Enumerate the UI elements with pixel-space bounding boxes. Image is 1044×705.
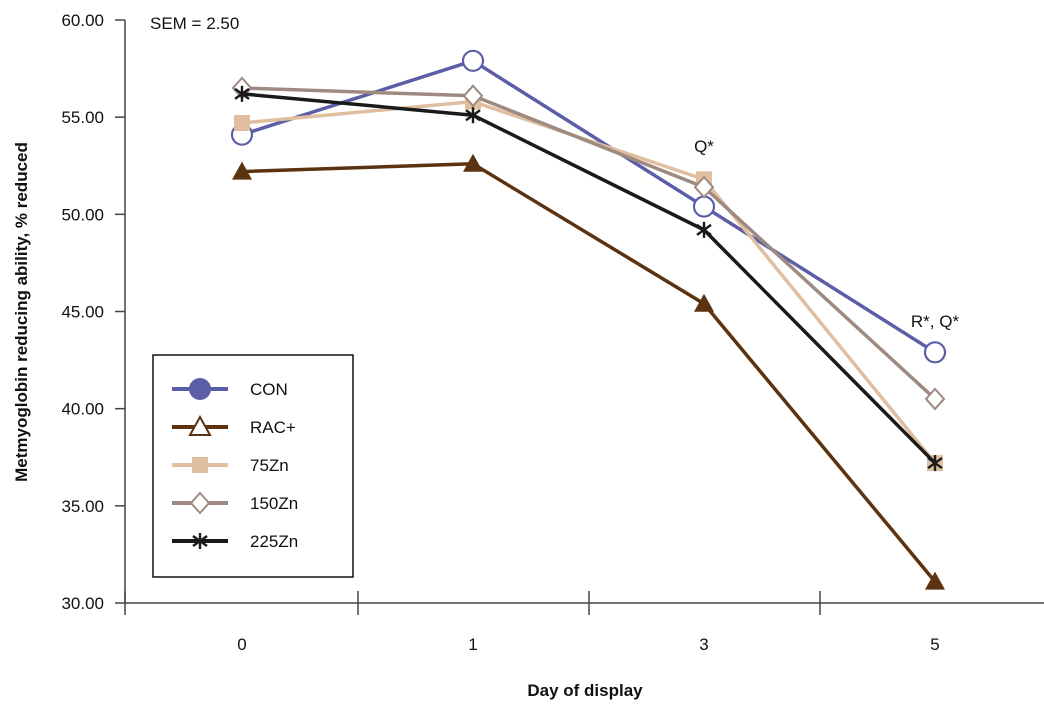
- series-line: [241, 162, 937, 583]
- data-point: [925, 571, 945, 590]
- y-tick-label: 45.00: [61, 303, 104, 322]
- legend-item: 150Zn: [172, 491, 298, 515]
- legend-label: RAC+: [250, 418, 296, 437]
- data-point: [234, 85, 250, 102]
- y-tick-label: 60.00: [61, 11, 104, 30]
- y-tick-label: 30.00: [61, 594, 104, 613]
- data-point: [461, 49, 485, 72]
- x-ticks: 0 1 3 5: [124, 591, 940, 654]
- legend-label: 75Zn: [250, 456, 289, 475]
- y-tick-label: 35.00: [61, 497, 104, 516]
- x-axis-title: Day of display: [527, 681, 643, 700]
- legend-marker: [189, 378, 211, 400]
- data-point: [232, 161, 252, 180]
- data-point: [924, 387, 946, 411]
- legend-marker: [192, 533, 208, 549]
- legend-label: CON: [250, 380, 288, 399]
- legend-marker: [188, 414, 212, 436]
- x-tick-label: 3: [699, 635, 708, 654]
- series-225zn: [234, 85, 943, 472]
- day5-significance-annotation: R*, Q*: [911, 312, 960, 331]
- series-line: [241, 92, 937, 465]
- x-tick-label: 1: [468, 635, 477, 654]
- y-axis-title: Metmyoglobin reducing ability, % reduced: [12, 142, 31, 482]
- series-con: [230, 49, 947, 364]
- x-tick-label: 0: [237, 635, 246, 654]
- sem-annotation: SEM = 2.50: [150, 14, 239, 33]
- legend-items: CON RAC+ 75Zn 150Zn 225Zn: [172, 378, 298, 551]
- legend-label: 150Zn: [250, 494, 298, 513]
- data-point: [693, 175, 715, 199]
- legend-item: 225Zn: [172, 532, 298, 551]
- data-point: [692, 195, 716, 218]
- annotations: SEM = 2.50 Q* R*, Q*: [150, 14, 959, 331]
- y-tick-label: 40.00: [61, 400, 104, 419]
- y-tick-label: 50.00: [61, 205, 104, 224]
- series-line: [241, 86, 937, 401]
- series-rac-: [232, 153, 945, 590]
- series-line: [241, 59, 936, 354]
- data-point: [927, 455, 943, 472]
- legend-item: 75Zn: [172, 456, 289, 475]
- data-point: [234, 114, 250, 131]
- data-point: [463, 153, 483, 172]
- day3-significance-annotation: Q*: [694, 137, 714, 156]
- legend-label: 225Zn: [250, 532, 298, 551]
- y-tick-label: 55.00: [61, 108, 104, 127]
- legend-item: RAC+: [172, 414, 296, 437]
- data-point: [462, 84, 484, 108]
- legend-item: CON: [172, 378, 288, 400]
- legend-marker: [192, 457, 208, 473]
- series-layer: [230, 49, 947, 590]
- legend-marker: [189, 491, 211, 515]
- data-point: [696, 221, 712, 238]
- data-point: [694, 293, 714, 312]
- data-point: [465, 107, 481, 124]
- x-tick-label: 5: [930, 635, 939, 654]
- data-point: [923, 341, 947, 364]
- legend: CON RAC+ 75Zn 150Zn 225Zn: [152, 354, 354, 578]
- y-ticks: 30.00 35.00 40.00 45.00 50.00 55.00 60.00: [61, 11, 125, 613]
